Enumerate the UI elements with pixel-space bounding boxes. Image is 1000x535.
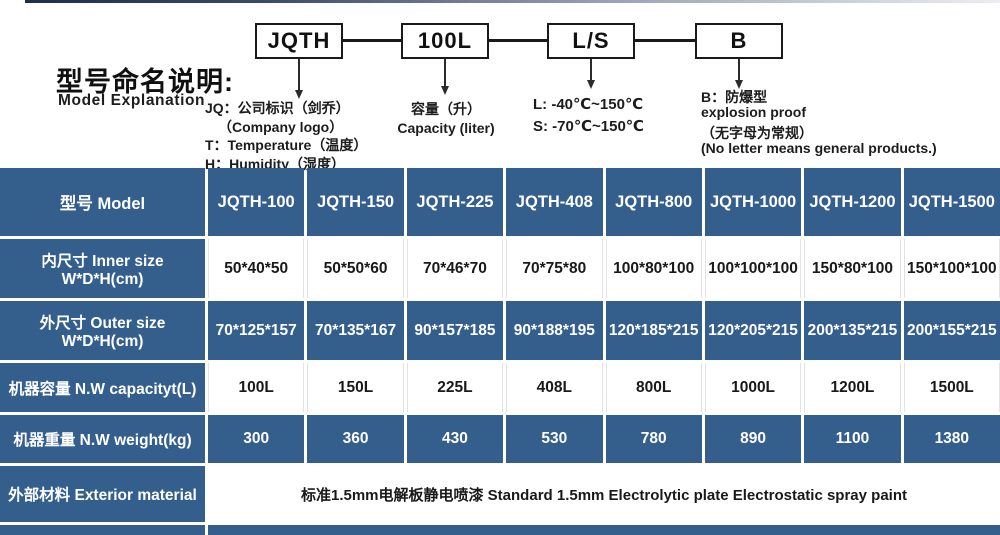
table-header-model: 型号 Model (0, 168, 205, 236)
annotation-company-code: JQ：公司标识（剑乔） （Company logo） T：Temperature… (205, 99, 367, 173)
row-label-cutoff (0, 525, 205, 535)
spec-cell: 120*205*215 (704, 301, 802, 360)
spec-cell: 1500L (903, 363, 1000, 412)
annotation-line: （无字母为常规） (701, 125, 813, 141)
annotation-line: T：Temperature（温度） (205, 137, 368, 153)
connector-line (489, 39, 547, 42)
annotation-temperature-range: L: -40℃~150℃ S: -70℃~150℃ (533, 94, 644, 138)
annotation-line: （Company logo） (218, 118, 344, 135)
annotation-explosion-proof: B：防爆型 explosion proof （无字母为常规） (No lette… (701, 90, 937, 156)
spec-cell: 90*157*185 (406, 301, 504, 360)
row-label-outer-size: 外尺寸 Outer size W*D*H(cm) (0, 301, 205, 360)
spec-cell: 200*155*215 (903, 301, 1000, 360)
annotation-capacity: 容量（升） Capacity (liter) (390, 100, 502, 138)
spec-cell: 408L (506, 363, 603, 412)
table-header-cell: JQTH-1000 (704, 168, 802, 236)
model-code-box-b: B (695, 23, 783, 59)
annotation-line: L: -40℃~150℃ (533, 96, 644, 113)
arrow-line (590, 59, 592, 80)
annotation-line: explosion proof (701, 104, 806, 120)
spec-cell: 530 (506, 415, 603, 463)
spec-table: 型号 Model JQTH-100 JQTH-150 JQTH-225 JQTH… (0, 168, 1000, 535)
annotation-line: S: -70℃~150℃ (533, 118, 644, 135)
spec-cell: 1100 (804, 415, 901, 463)
table-header-cell: JQTH-150 (307, 168, 404, 236)
annotation-line: H：Humidity（湿度） (205, 155, 345, 172)
row-label-exterior-material: 外部材料 Exterior material (0, 466, 205, 522)
spec-cell: 300 (208, 415, 305, 463)
spec-cell: 150*100*100 (903, 239, 1000, 298)
annotation-line: B：防爆型 (701, 89, 768, 105)
spec-cell: 150L (307, 363, 404, 412)
spec-cell: 430 (406, 415, 504, 463)
annotation-line: Capacity (liter) (397, 120, 495, 136)
top-gradient-rule (25, 0, 1000, 3)
arrow-down-icon (441, 86, 449, 95)
table-header-cell: JQTH-100 (208, 168, 305, 236)
arrow-line (298, 59, 300, 90)
spec-cell: 800L (605, 363, 702, 412)
spec-cell: 150*80*100 (804, 239, 901, 298)
table-header-cell: JQTH-800 (605, 168, 702, 236)
spec-cell: 100*80*100 (605, 239, 702, 298)
spec-cell: 780 (605, 415, 702, 463)
table-header-cell: JQTH-225 (406, 168, 504, 236)
spec-cell: 70*75*80 (506, 239, 603, 298)
annotation-line: JQ：公司标识（剑乔） (205, 100, 350, 116)
table-header-cell: JQTH-1200 (804, 168, 901, 236)
connector-line (635, 39, 695, 42)
row-label-inner-size: 内尺寸 Inner size W*D*H(cm) (0, 239, 205, 298)
page-title: 型号命名说明: (56, 67, 234, 97)
spec-cell-cutoff (208, 525, 1000, 535)
spec-cell: 200*135*215 (804, 301, 901, 360)
spec-cell: 360 (307, 415, 404, 463)
page-subtitle: Model Explanation (58, 92, 206, 109)
arrow-down-icon (587, 80, 595, 89)
spec-cell: 70*135*167 (307, 301, 404, 360)
annotation-line: (No letter means general products.) (701, 140, 937, 156)
annotation-line: 容量（升） (411, 101, 481, 117)
spec-cell: 70*46*70 (406, 239, 504, 298)
spec-cell: 50*40*50 (208, 239, 305, 298)
model-code-box-jqth: JQTH (255, 23, 343, 59)
spec-cell: 100*100*100 (704, 239, 802, 298)
spec-cell: 225L (406, 363, 504, 412)
spec-cell: 120*185*215 (605, 301, 702, 360)
spec-cell: 1000L (704, 363, 802, 412)
arrow-line (738, 59, 740, 80)
spec-cell: 1200L (804, 363, 901, 412)
arrow-down-icon (735, 80, 743, 89)
model-code-box-ls: L/S (547, 23, 635, 59)
table-header-cell: JQTH-1500 (903, 168, 1000, 236)
spec-cell-merged-material: 标准1.5mm电解板静电喷漆 Standard 1.5mm Electrolyt… (208, 466, 1000, 522)
arrow-line (444, 59, 446, 86)
spec-cell: 90*188*195 (506, 301, 603, 360)
model-code-box-100l: 100L (401, 23, 489, 59)
connector-line (343, 39, 401, 42)
spec-cell: 70*125*157 (208, 301, 305, 360)
table-header-cell: JQTH-408 (506, 168, 603, 236)
spec-cell: 1380 (903, 415, 1000, 463)
spec-cell: 890 (704, 415, 802, 463)
spec-cell: 100L (208, 363, 305, 412)
row-label-capacity: 机器容量 N.W capacityt(L) (0, 363, 205, 412)
spec-cell: 50*50*60 (307, 239, 404, 298)
arrow-down-icon (295, 90, 303, 99)
row-label-weight: 机器重量 N.W weight(kg) (0, 415, 205, 463)
